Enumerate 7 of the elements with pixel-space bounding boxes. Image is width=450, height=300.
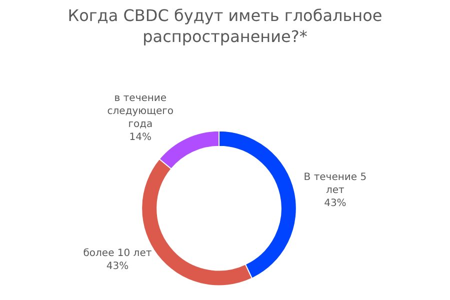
slice-label: В течение 5 лет: [304, 172, 367, 196]
data-label: 14%: [129, 132, 152, 143]
data-label: 43%: [324, 198, 346, 210]
slice-label: более 10 лет: [83, 248, 152, 260]
data-label: 43%: [106, 261, 129, 272]
chart-title: Когда CBDC будут иметь глобальное распространение?*: [68, 6, 382, 46]
slice-label: в течение следующего года: [107, 92, 174, 130]
